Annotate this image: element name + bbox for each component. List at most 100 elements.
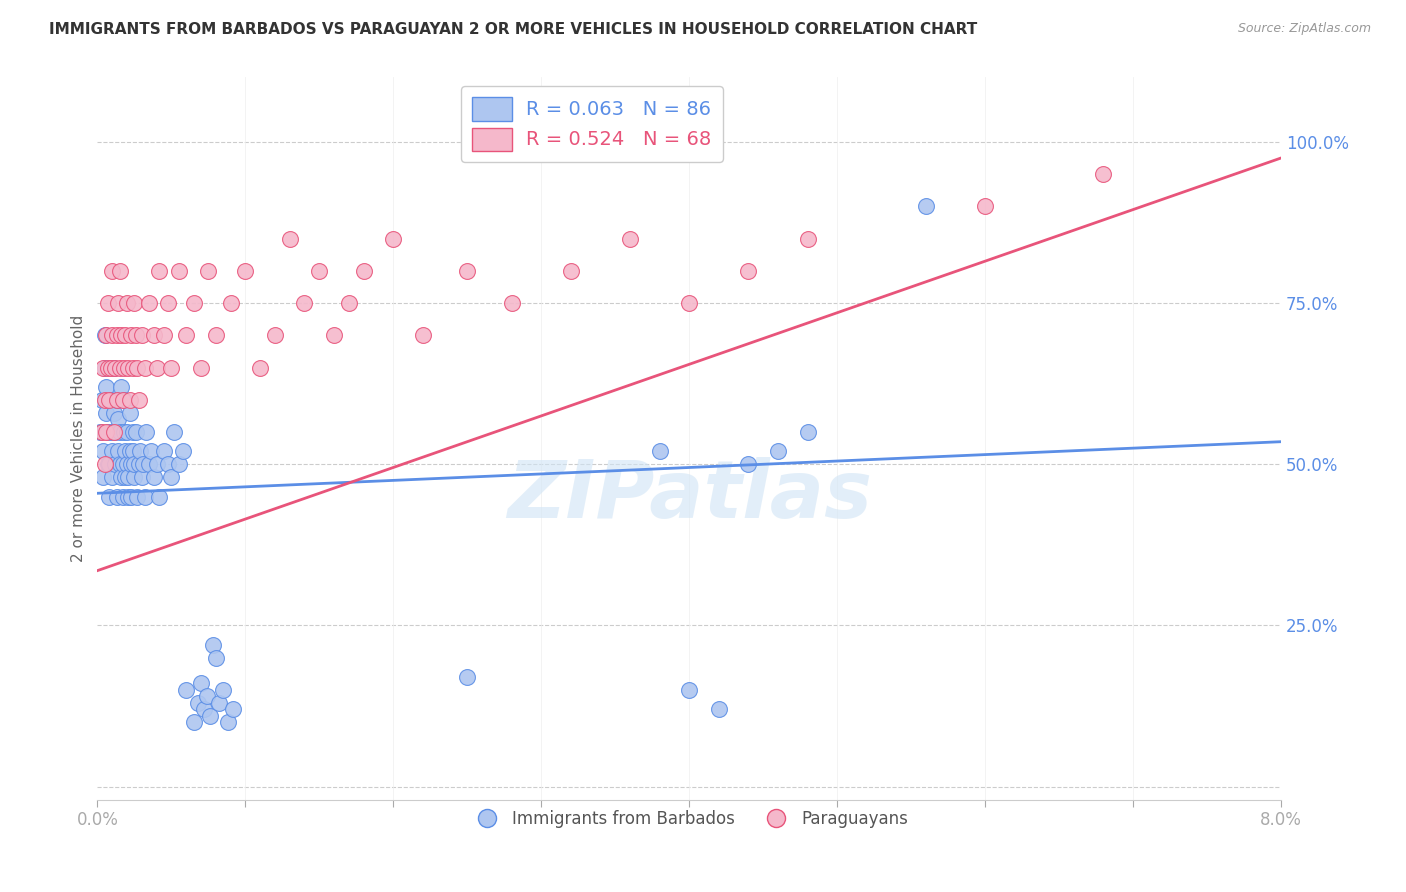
Point	[96, 380, 118, 394]
Point	[107, 444, 129, 458]
Point	[456, 670, 478, 684]
Point	[107, 412, 129, 426]
Point	[117, 490, 139, 504]
Point	[204, 328, 226, 343]
Point	[118, 392, 141, 407]
Point	[94, 360, 117, 375]
Point	[796, 232, 818, 246]
Point	[456, 264, 478, 278]
Point	[195, 690, 218, 704]
Point	[148, 264, 170, 278]
Point	[101, 328, 124, 343]
Point	[114, 470, 136, 484]
Point	[98, 392, 121, 407]
Point	[124, 296, 146, 310]
Point	[108, 425, 131, 439]
Point	[157, 457, 180, 471]
Point	[142, 470, 165, 484]
Point	[115, 457, 138, 471]
Point	[193, 702, 215, 716]
Point	[110, 328, 132, 343]
Y-axis label: 2 or more Vehicles in Household: 2 or more Vehicles in Household	[72, 315, 86, 562]
Point	[183, 715, 205, 730]
Point	[120, 328, 142, 343]
Point	[100, 392, 122, 407]
Point	[619, 232, 641, 246]
Point	[94, 457, 117, 471]
Point	[128, 392, 150, 407]
Point	[249, 360, 271, 375]
Point	[108, 360, 131, 375]
Point	[353, 264, 375, 278]
Point	[105, 328, 128, 343]
Point	[100, 360, 122, 375]
Point	[337, 296, 360, 310]
Point	[131, 328, 153, 343]
Point	[97, 457, 120, 471]
Point	[153, 328, 176, 343]
Point	[145, 360, 167, 375]
Point	[323, 328, 346, 343]
Point	[90, 425, 112, 439]
Point	[264, 328, 287, 343]
Point	[157, 296, 180, 310]
Point	[127, 360, 149, 375]
Point	[104, 457, 127, 471]
Point	[97, 296, 120, 310]
Point	[134, 360, 156, 375]
Point	[148, 490, 170, 504]
Point	[115, 296, 138, 310]
Point	[134, 490, 156, 504]
Point	[91, 444, 114, 458]
Point	[110, 380, 132, 394]
Point	[96, 406, 118, 420]
Point	[120, 490, 142, 504]
Point	[118, 406, 141, 420]
Point	[124, 470, 146, 484]
Point	[796, 425, 818, 439]
Point	[111, 490, 134, 504]
Point	[145, 457, 167, 471]
Point	[111, 392, 134, 407]
Point	[382, 232, 405, 246]
Point	[91, 470, 114, 484]
Point	[98, 490, 121, 504]
Point	[114, 328, 136, 343]
Point	[187, 696, 209, 710]
Text: ZIPatlas: ZIPatlas	[506, 458, 872, 535]
Point	[121, 425, 143, 439]
Point	[190, 360, 212, 375]
Point	[96, 328, 118, 343]
Point	[94, 328, 117, 343]
Point	[208, 696, 231, 710]
Point	[125, 425, 148, 439]
Point	[174, 682, 197, 697]
Point	[142, 328, 165, 343]
Point	[110, 470, 132, 484]
Point	[174, 328, 197, 343]
Point	[1092, 167, 1115, 181]
Point	[107, 296, 129, 310]
Point	[308, 264, 330, 278]
Point	[100, 425, 122, 439]
Point	[121, 444, 143, 458]
Point	[101, 470, 124, 484]
Point	[89, 425, 111, 439]
Point	[139, 444, 162, 458]
Point	[112, 392, 135, 407]
Point	[132, 457, 155, 471]
Point	[167, 457, 190, 471]
Point	[91, 360, 114, 375]
Point	[138, 296, 160, 310]
Legend: Immigrants from Barbados, Paraguayans: Immigrants from Barbados, Paraguayans	[464, 803, 915, 835]
Point	[737, 457, 759, 471]
Point	[112, 360, 135, 375]
Point	[105, 392, 128, 407]
Point	[104, 425, 127, 439]
Point	[412, 328, 434, 343]
Point	[117, 470, 139, 484]
Point	[678, 296, 700, 310]
Point	[294, 296, 316, 310]
Point	[212, 682, 235, 697]
Point	[97, 360, 120, 375]
